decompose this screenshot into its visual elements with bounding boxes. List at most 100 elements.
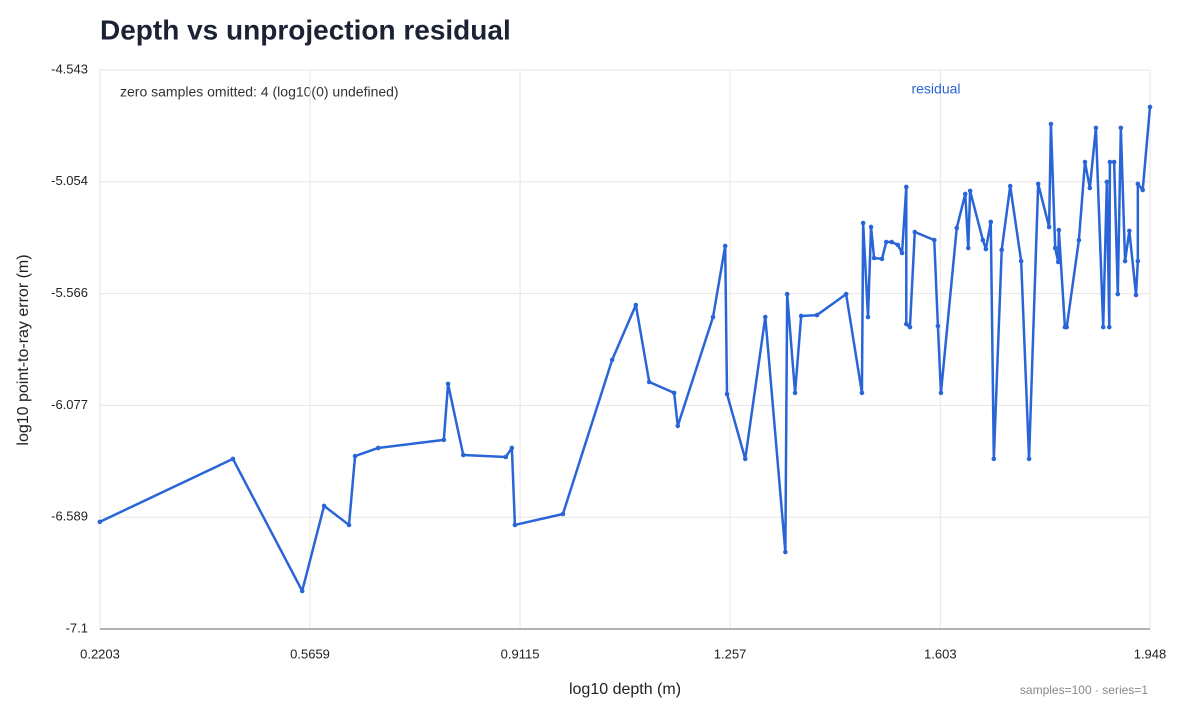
data-point bbox=[865, 314, 871, 320]
data-point bbox=[441, 437, 447, 443]
x-tick-label: 0.5659 bbox=[290, 646, 330, 661]
data-point bbox=[375, 445, 381, 451]
data-point bbox=[1106, 324, 1112, 330]
y-tick-label: -6.589 bbox=[51, 509, 88, 524]
data-point bbox=[843, 291, 849, 297]
data-point bbox=[1133, 292, 1139, 298]
data-point bbox=[710, 314, 716, 320]
data-point bbox=[1056, 227, 1062, 233]
data-point bbox=[938, 390, 944, 396]
data-point bbox=[965, 245, 971, 251]
data-point bbox=[859, 390, 865, 396]
data-point bbox=[792, 390, 798, 396]
data-point bbox=[1048, 121, 1054, 127]
data-point bbox=[633, 302, 639, 308]
annotation: zero samples omitted: 4 (log10(0) undefi… bbox=[120, 84, 399, 100]
data-point bbox=[1122, 258, 1128, 264]
data-point bbox=[1127, 228, 1132, 234]
x-tick-label: 1.603 bbox=[924, 646, 957, 661]
data-point bbox=[1026, 456, 1032, 462]
data-point bbox=[814, 312, 820, 318]
data-point bbox=[783, 549, 788, 555]
x-tick-label: 1.257 bbox=[714, 646, 747, 661]
data-point bbox=[1064, 324, 1070, 330]
data-point bbox=[512, 522, 518, 528]
y-axis-label: log10 point-to-ray error (m) bbox=[15, 254, 32, 445]
data-point bbox=[445, 381, 451, 387]
y-tick-label: -7.1 bbox=[66, 620, 88, 635]
data-point bbox=[935, 323, 941, 329]
data-point bbox=[609, 357, 615, 363]
data-point bbox=[1018, 258, 1024, 264]
data-point bbox=[1100, 324, 1106, 330]
data-point bbox=[1118, 125, 1124, 131]
data-point bbox=[1147, 104, 1153, 110]
data-point bbox=[907, 324, 913, 330]
y-tick-label: -6.077 bbox=[51, 397, 88, 412]
data-point bbox=[1111, 159, 1117, 165]
data-point bbox=[883, 239, 889, 245]
data-point bbox=[1076, 237, 1082, 243]
data-point bbox=[912, 229, 918, 235]
data-point bbox=[671, 390, 677, 396]
data-point bbox=[860, 220, 866, 226]
y-tick-label: -5.054 bbox=[51, 173, 88, 188]
data-point bbox=[798, 313, 804, 319]
data-point bbox=[1035, 181, 1041, 187]
data-point bbox=[962, 191, 968, 197]
data-point bbox=[991, 456, 997, 462]
x-tick-label: 1.948 bbox=[1134, 646, 1167, 661]
y-tick-label: -5.566 bbox=[51, 285, 88, 300]
data-point bbox=[1107, 159, 1113, 165]
data-point bbox=[1082, 159, 1088, 165]
data-point bbox=[983, 246, 989, 252]
data-point bbox=[903, 184, 909, 190]
x-tick-label: 0.9115 bbox=[501, 646, 540, 661]
data-point bbox=[742, 456, 748, 462]
data-point bbox=[1115, 291, 1121, 297]
data-point bbox=[230, 456, 236, 462]
legend-label: residual bbox=[911, 81, 960, 97]
data-point bbox=[1055, 259, 1061, 265]
data-point bbox=[675, 423, 681, 429]
data-point bbox=[999, 247, 1005, 253]
data-point bbox=[1093, 125, 1099, 131]
data-point bbox=[1052, 245, 1058, 251]
data-point bbox=[967, 188, 973, 194]
data-point bbox=[931, 237, 937, 243]
data-point bbox=[1007, 183, 1013, 189]
data-point bbox=[321, 503, 327, 509]
data-point bbox=[352, 453, 358, 459]
data-point bbox=[871, 255, 877, 261]
data-point bbox=[1135, 258, 1141, 264]
data-point bbox=[903, 321, 909, 327]
data-point bbox=[503, 454, 509, 460]
data-point bbox=[1046, 224, 1052, 230]
footer: samples=100 · series=1 bbox=[1020, 683, 1148, 697]
chart-title: Depth vs unprojection residual bbox=[100, 14, 511, 45]
data-point bbox=[560, 511, 566, 517]
data-point bbox=[722, 243, 728, 249]
data-point bbox=[762, 314, 768, 320]
data-point bbox=[899, 250, 905, 256]
y-tick-label: -4.543 bbox=[51, 61, 88, 76]
data-point bbox=[1135, 181, 1141, 187]
data-point bbox=[97, 519, 103, 525]
data-point bbox=[460, 452, 466, 458]
data-point bbox=[1140, 187, 1146, 193]
data-point bbox=[299, 588, 305, 594]
data-point bbox=[954, 225, 960, 231]
data-point bbox=[784, 291, 790, 297]
data-point bbox=[346, 522, 352, 528]
data-point bbox=[1087, 185, 1093, 191]
x-tick-label: 0.2203 bbox=[80, 646, 120, 661]
data-point bbox=[509, 445, 515, 451]
data-point bbox=[724, 391, 730, 397]
data-point bbox=[895, 242, 901, 248]
data-point bbox=[868, 224, 874, 230]
x-axis-label: log10 depth (m) bbox=[569, 681, 681, 698]
data-point bbox=[1104, 179, 1110, 185]
data-point bbox=[646, 379, 652, 385]
data-point bbox=[988, 219, 994, 225]
